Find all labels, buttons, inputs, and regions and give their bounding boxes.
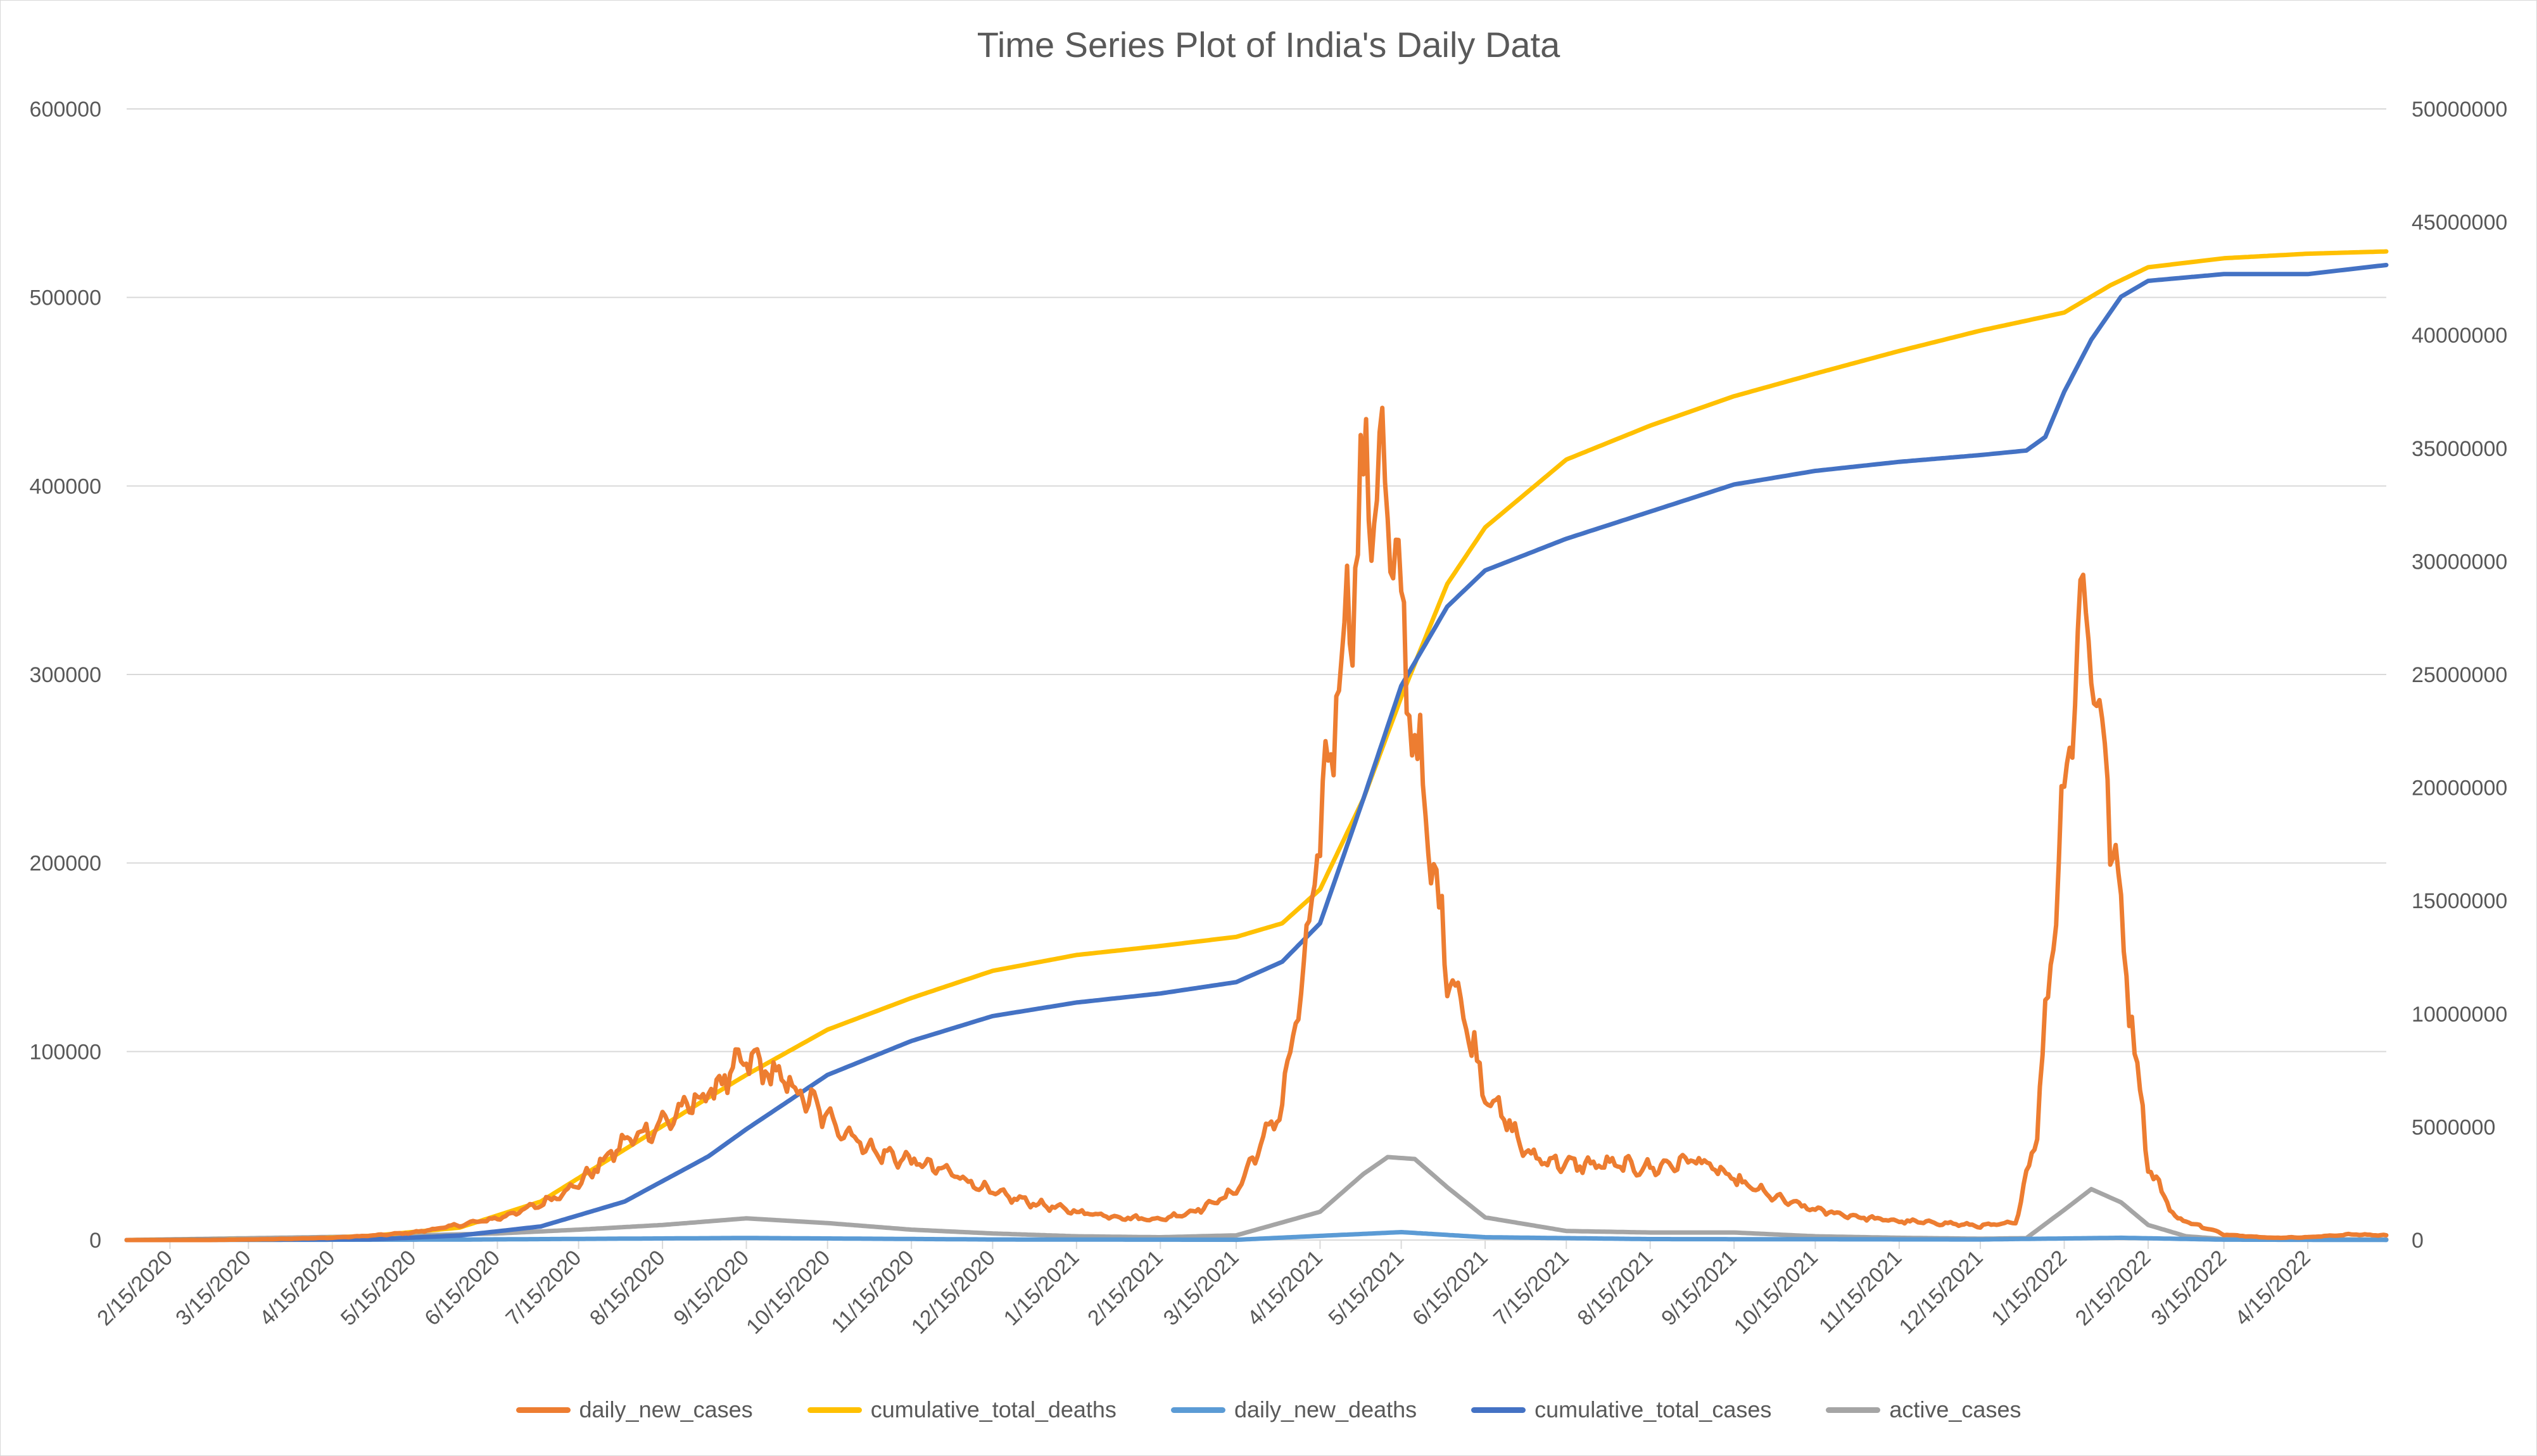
y-tick-label: 600000 <box>30 98 101 122</box>
x-tick-label: 1/15/2021 <box>999 1246 1084 1331</box>
x-tick-label: 4/15/2020 <box>255 1246 340 1331</box>
series-lines <box>124 249 2389 1243</box>
chart-title: Time Series Plot of India's Daily Data <box>977 25 1560 65</box>
x-tick-label: 1/15/2022 <box>1987 1246 2072 1331</box>
y2-tick-label: 40000000 <box>2412 324 2507 348</box>
y2-tick-label: 5000000 <box>2412 1115 2495 1139</box>
right-axis: 0 5000000 10000000 15000000 20000000 25000000… <box>2412 98 2507 1253</box>
legend-swatch <box>1826 1407 1881 1413</box>
y-tick-label: 300000 <box>30 663 101 687</box>
x-tick-label: 5/15/2021 <box>1324 1246 1408 1331</box>
series-line-cumulative-total-deaths <box>124 249 2389 1243</box>
y-tick-label: 0 <box>89 1229 101 1253</box>
x-axis: 2/15/20203/15/20204/15/20205/15/20206/15… <box>92 1239 2386 1339</box>
x-tick-label: 3/15/2022 <box>2146 1246 2231 1331</box>
series-line-cumulative-total-cases <box>124 263 2389 1243</box>
x-tick-label: 7/15/2021 <box>1489 1246 1574 1331</box>
gridlines <box>127 108 2386 1241</box>
legend-swatch <box>516 1407 571 1413</box>
legend: daily_new_cases cumulative_total_deaths da… <box>0 1396 2537 1423</box>
y2-tick-label: 25000000 <box>2412 663 2507 687</box>
y2-tick-label: 45000000 <box>2412 211 2507 235</box>
legend-swatch <box>807 1407 862 1413</box>
series-line-daily-new-deaths <box>124 1230 2389 1243</box>
x-tick-label: 7/15/2020 <box>501 1246 586 1331</box>
x-tick-label: 10/15/2020 <box>742 1246 835 1339</box>
legend-label: active_cases <box>1889 1396 2021 1422</box>
x-tick-label: 12/15/2020 <box>907 1246 1000 1339</box>
x-tick-label: 8/15/2021 <box>1573 1246 1658 1331</box>
series-line-daily-new-cases <box>124 405 2389 1243</box>
legend-swatch <box>1170 1407 1225 1413</box>
y2-tick-label: 0 <box>2412 1229 2424 1253</box>
y-tick-label: 200000 <box>30 852 101 876</box>
x-tick-label: 11/15/2021 <box>1814 1246 1906 1338</box>
y2-tick-label: 10000000 <box>2412 1003 2507 1027</box>
legend-label: daily_new_cases <box>579 1396 753 1422</box>
legend-label: cumulative_total_deaths <box>870 1396 1117 1422</box>
x-tick-label: 11/15/2020 <box>826 1246 918 1338</box>
x-tick-label: 3/15/2020 <box>171 1246 256 1331</box>
x-tick-label: 9/15/2021 <box>1657 1246 1742 1331</box>
y-tick-label: 500000 <box>30 286 101 310</box>
y2-tick-label: 20000000 <box>2412 776 2507 801</box>
x-tick-label: 2/15/2021 <box>1083 1246 1168 1331</box>
legend-label: cumulative_total_cases <box>1534 1396 1772 1422</box>
x-tick-label: 4/15/2022 <box>2230 1246 2315 1331</box>
x-tick-label: 4/15/2021 <box>1243 1246 1327 1331</box>
y2-tick-label: 35000000 <box>2412 437 2507 461</box>
legend-item: cumulative_total_cases <box>1471 1396 1771 1423</box>
legend-item: cumulative_total_deaths <box>807 1396 1117 1423</box>
x-tick-label: 10/15/2021 <box>1730 1246 1823 1339</box>
x-tick-label: 2/15/2022 <box>2071 1246 2156 1331</box>
x-tick-label: 3/15/2021 <box>1159 1246 1244 1331</box>
legend-label: daily_new_deaths <box>1234 1396 1417 1422</box>
x-tick-label: 9/15/2020 <box>669 1246 754 1331</box>
y2-tick-label: 50000000 <box>2412 98 2507 122</box>
legend-item: daily_new_cases <box>516 1396 753 1423</box>
x-tick-label: 2/15/2020 <box>92 1246 177 1331</box>
x-tick-label: 5/15/2020 <box>336 1246 421 1331</box>
x-tick-label: 12/15/2021 <box>1894 1246 1987 1339</box>
left-axis: 0 100000 200000 300000 400000 500000 600000 <box>30 98 101 1253</box>
y-tick-label: 400000 <box>30 474 101 498</box>
legend-item: active_cases <box>1826 1396 2021 1423</box>
legend-swatch <box>1471 1407 1526 1413</box>
y2-tick-label: 15000000 <box>2412 889 2507 913</box>
y2-tick-label: 30000000 <box>2412 550 2507 574</box>
x-tick-label: 6/15/2021 <box>1408 1246 1493 1331</box>
x-tick-label: 8/15/2020 <box>585 1246 670 1331</box>
legend-item: daily_new_deaths <box>1170 1396 1417 1423</box>
y-tick-label: 100000 <box>30 1040 101 1064</box>
x-tick-label: 6/15/2020 <box>420 1246 505 1331</box>
